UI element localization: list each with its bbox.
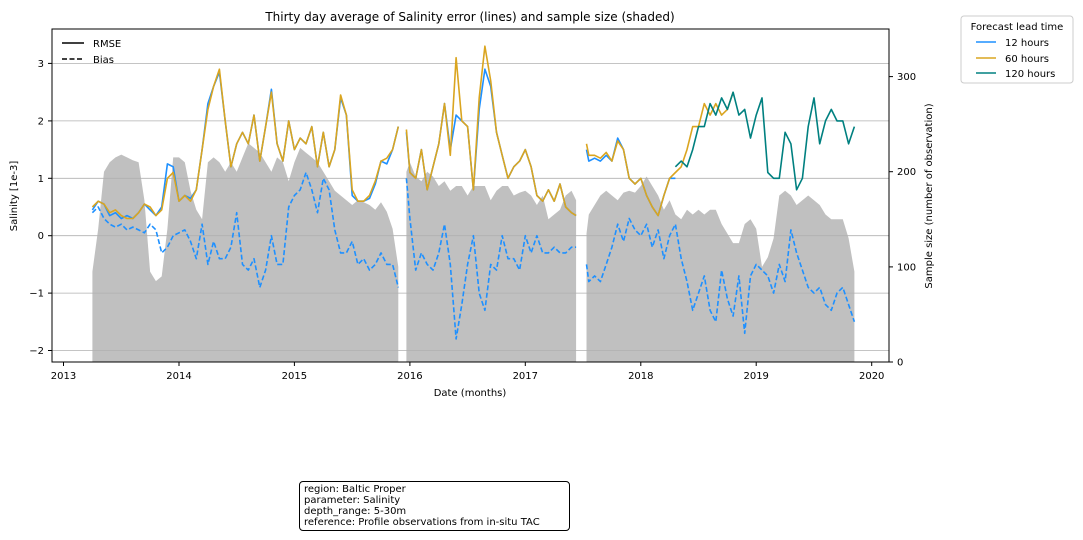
y-tick-label--2: −2 [29, 346, 44, 357]
series-rmse-60-hours-seg-1 [91, 68, 400, 220]
x-tick-label-2018: 2018 [628, 371, 653, 382]
info-depth-range: depth_range: 5-30m [304, 506, 407, 517]
x-tick-label-2016: 2016 [397, 371, 422, 382]
chart-title: Thirty day average of Salinity error (li… [264, 10, 674, 24]
y2-tick-label-300: 300 [897, 72, 916, 83]
series-rmse-120-hours-seg-1 [674, 91, 856, 191]
y-tick-label-3: 3 [38, 59, 44, 70]
legend-frame [960, 15, 1074, 84]
y-tick-label-2: 2 [38, 116, 44, 127]
legend-title: Forecast lead time [971, 22, 1064, 33]
y-tick-label--1: −1 [29, 289, 44, 300]
x-tick-label-2015: 2015 [282, 371, 307, 382]
info-region: region: Baltic Proper [304, 484, 406, 495]
info-parameter: parameter: Salinity [304, 495, 401, 506]
style-legend: RMSE Bias [62, 39, 121, 66]
series-bias-12-hours-seg-1 [91, 171, 400, 289]
legend-label-120h: 120 hours [1005, 69, 1055, 80]
y2-tick-label-0: 0 [897, 358, 903, 369]
x-tick-label-2014: 2014 [166, 371, 191, 382]
y-axis-label: Salinity [1e-3] [9, 161, 20, 232]
lead-time-legend: Forecast lead time 12 hours 60 hours 120… [960, 15, 1074, 84]
sample-size-area-3 [586, 176, 855, 362]
metadata-box: region: Baltic Proper parameter: Salinit… [299, 481, 570, 531]
series-bias-12-hours-seg-2 [405, 178, 577, 340]
x-tick-label-2020: 2020 [859, 371, 884, 382]
sample-size-area-1 [92, 143, 399, 362]
x-tick-label-2019: 2019 [743, 371, 768, 382]
plot-frame [51, 28, 890, 363]
legend-bias-label: Bias [93, 55, 114, 66]
legend-rmse-label: RMSE [93, 39, 121, 50]
y2-axis-label: Sample size (number of observation) [924, 103, 935, 288]
x-tick-label-2017: 2017 [513, 371, 538, 382]
y2-tick-label-200: 200 [897, 167, 916, 178]
info-reference: reference: Profile observations from in-… [304, 517, 540, 528]
series-bias-12-hours-seg-3 [585, 217, 856, 335]
y-tick-label-0: 0 [38, 231, 44, 242]
y2-tick-label-100: 100 [897, 262, 916, 273]
legend-label-12h: 12 hours [1005, 38, 1049, 49]
x-tick-label-2013: 2013 [51, 371, 76, 382]
sample-size-area-2 [406, 162, 577, 362]
legend-label-60h: 60 hours [1005, 54, 1049, 65]
series-rmse-60-hours-seg-2 [405, 45, 577, 217]
x-axis-label: Date (months) [434, 388, 507, 399]
plot-area: 2013 2014 2015 2016 2017 2018 2019 2020 −2 −1 0 1 2 3… [29, 28, 916, 382]
y-tick-label-1: 1 [38, 174, 44, 185]
